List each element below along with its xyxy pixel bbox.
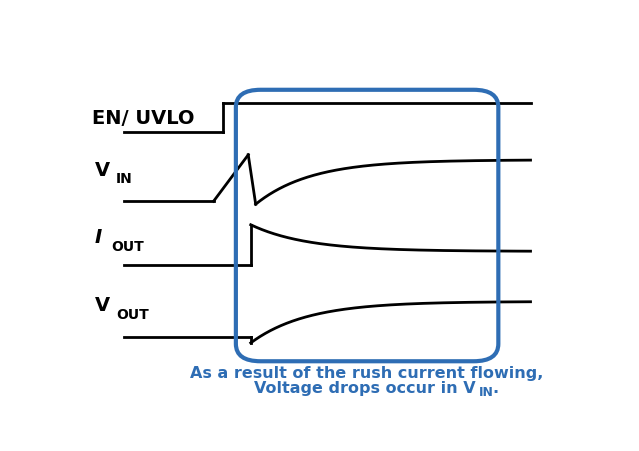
- Text: V: V: [95, 160, 110, 179]
- Text: I: I: [95, 228, 102, 247]
- Text: As a result of the rush current flowing,: As a result of the rush current flowing,: [190, 365, 544, 380]
- Text: V: V: [95, 295, 110, 315]
- Text: OUT: OUT: [116, 307, 149, 321]
- Text: IN: IN: [479, 386, 493, 399]
- Text: .: .: [493, 380, 498, 395]
- Text: OUT: OUT: [111, 239, 144, 253]
- Text: Voltage drops occur in V: Voltage drops occur in V: [254, 380, 475, 395]
- Text: EN/ UVLO: EN/ UVLO: [92, 109, 195, 128]
- Text: IN: IN: [116, 171, 133, 185]
